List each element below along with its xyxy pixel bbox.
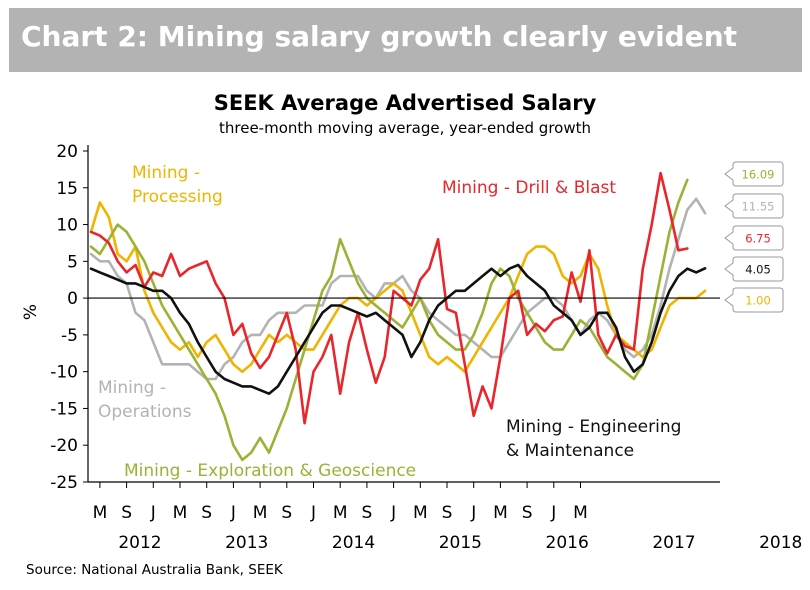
x-year-label: 2015: [439, 533, 482, 553]
series-annotation: Processing: [132, 187, 223, 207]
end-value-label: 6.75: [745, 232, 771, 246]
y-tick-label: -15: [50, 399, 78, 419]
x-tick-label: S: [121, 503, 132, 523]
y-tick-label: -25: [50, 473, 78, 493]
y-tick-label: 15: [56, 179, 78, 199]
end-value-callout: [724, 287, 784, 313]
source-note: Source: National Australia Bank, SEEK: [26, 562, 283, 578]
y-tick-label: -5: [61, 326, 78, 346]
end-value-label: 4.05: [745, 263, 771, 277]
series-line-mining-processing: [89, 201, 707, 374]
series-annotation: Operations: [98, 402, 192, 422]
y-tick-label: -20: [50, 436, 78, 456]
x-tick-label: J: [390, 503, 396, 523]
chart-title: SEEK Average Advertised Salary: [214, 91, 597, 115]
end-value-callout: [724, 256, 784, 282]
x-tick-label: S: [362, 503, 373, 523]
y-axis-label: %: [21, 304, 41, 320]
series-annotation: Mining - Drill & Blast: [442, 178, 616, 198]
x-tick-label: S: [442, 503, 453, 523]
end-value-label: 11.55: [742, 200, 775, 214]
y-tick-label: 0: [67, 289, 78, 309]
series-line-mining-engineering-maintenance: [89, 263, 707, 396]
series-annotation: & Maintenance: [506, 441, 634, 461]
x-year-label: 2013: [225, 533, 268, 553]
x-tick-label: M: [333, 503, 348, 523]
x-year-label: 2017: [652, 533, 695, 553]
x-year-label: 2014: [332, 533, 375, 553]
series-line-mining-operations: [89, 197, 707, 381]
end-value-callout: [724, 193, 784, 219]
series-annotation: Mining - Engineering: [506, 417, 681, 437]
x-tick-label: J: [230, 503, 236, 523]
banner-title: Chart 2: Mining salary growth clearly ev…: [21, 20, 738, 53]
chart-banner: Chart 2: Mining salary growth clearly ev…: [9, 8, 802, 72]
x-tick-label: M: [413, 503, 428, 523]
y-tick-label: 20: [56, 142, 78, 162]
x-tick-label: J: [470, 503, 476, 523]
x-year-label: 2018: [759, 533, 802, 553]
x-tick-label: M: [173, 503, 188, 523]
end-value-label: 16.09: [742, 168, 775, 182]
x-tick-label: S: [201, 503, 212, 523]
series-annotation: Mining -: [98, 378, 166, 398]
x-tick-label: J: [550, 503, 556, 523]
y-tick-label: 10: [56, 216, 78, 236]
end-value-callout: [724, 161, 784, 187]
x-tick-label: J: [310, 503, 316, 523]
y-tick-label: 5: [67, 252, 78, 272]
x-tick-label: J: [150, 503, 156, 523]
chart-subtitle: three-month moving average, year-ended g…: [219, 119, 591, 137]
x-tick-label: S: [522, 503, 533, 523]
series-annotation: Mining - Exploration & Geoscience: [124, 461, 416, 481]
end-value-callout: [724, 225, 784, 251]
x-year-label: 2012: [118, 533, 161, 553]
x-year-label: 2016: [546, 533, 589, 553]
x-tick-label: M: [93, 503, 108, 523]
series-annotation: Mining -: [132, 163, 200, 183]
x-tick-label: M: [253, 503, 268, 523]
x-tick-label: M: [573, 503, 588, 523]
end-value-label: 1.00: [745, 294, 771, 308]
y-tick-label: -10: [50, 363, 78, 383]
x-tick-label: S: [281, 503, 292, 523]
x-tick-label: M: [493, 503, 508, 523]
